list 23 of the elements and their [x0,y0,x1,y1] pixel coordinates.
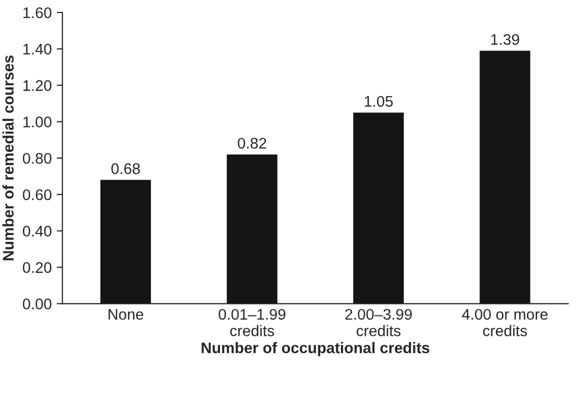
data-label: 1.39 [491,34,520,45]
bar [480,50,530,304]
x-tick-label: None [108,309,144,320]
data-label: 0.68 [111,163,140,174]
y-tick-label: 0.60 [22,189,52,200]
data-label: 1.05 [364,96,393,107]
y-tick-label: 0.00 [22,298,52,310]
y-tick-label: 1.00 [23,116,52,128]
x-tick-label: 0.01–1.99 credits [218,308,286,336]
x-tick-label: 2.00–3.99 credits [345,308,412,336]
y-tick-label: 0.80 [22,152,52,164]
bar [226,154,278,304]
y-tick-label: 0.40 [22,226,52,237]
bar [100,180,151,304]
x-axis-title: Number of occupational credits [202,342,430,356]
bar [353,112,404,304]
y-tick-label: 1.20 [23,80,52,91]
y-tick-label: 1.60 [23,7,52,18]
x-tick-label: 4.00 or more credits [462,308,548,336]
y-tick-label: 0.20 [22,262,52,273]
y-axis-title: Number of remedial courses [2,56,14,260]
data-label: 0.82 [238,138,266,149]
y-tick-label: 1.40 [23,44,52,55]
